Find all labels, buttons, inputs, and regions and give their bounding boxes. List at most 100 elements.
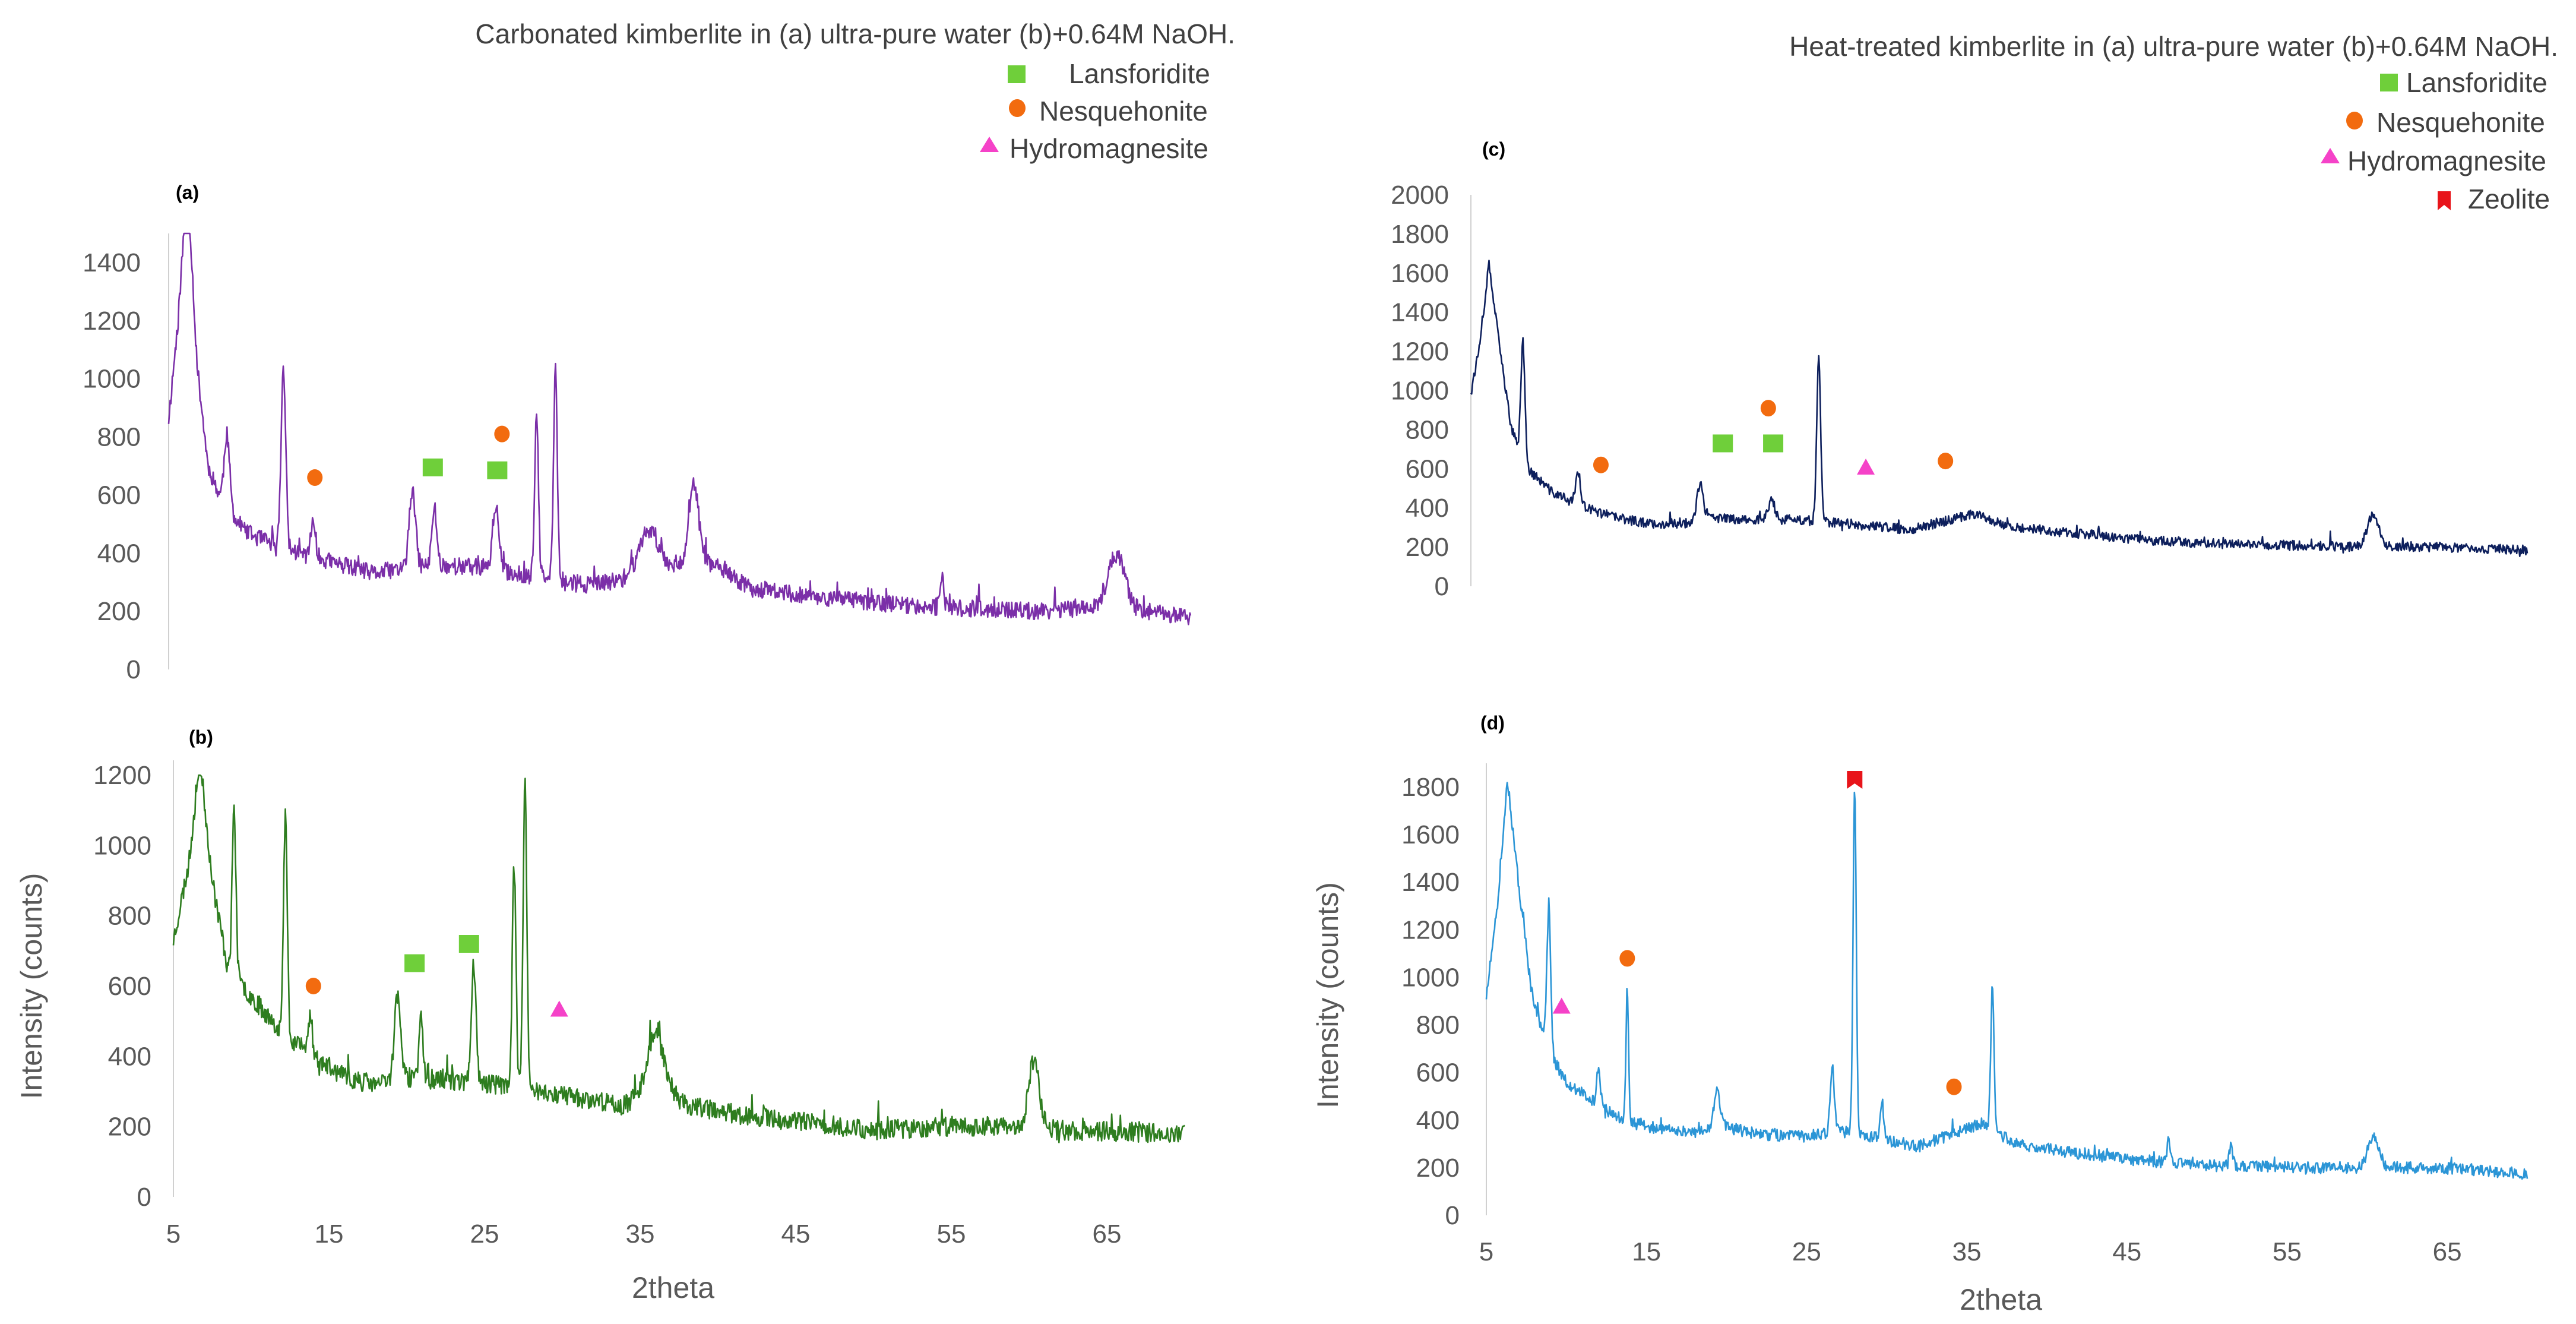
xrd-plot-b: 0 200 400 600 800 1000 1200 5 15 25 35 45 55 65 2theta… [15,760,1185,1304]
xrd-pattern-line [172,774,1185,1143]
y-tick-label: 200 [97,597,141,626]
panel-label-a: (a) [176,182,199,203]
y-tick-label: 600 [1416,1058,1460,1088]
y-tick-label: 1400 [1391,298,1449,327]
legend-item-hydromagnesite: Hydromagnesite [2321,146,2546,176]
x-tick-label: 5 [1479,1237,1493,1266]
xrd-pattern-line [1470,260,2528,557]
legend-label: Lansforidite [2406,67,2547,98]
legend-label: Lansforidite [1069,58,1210,89]
legend-title: Carbonated kimberlite in (a) ultra-pure … [475,18,1235,49]
y-tick-label: 1000 [1391,377,1449,406]
y-tick-label: 0 [137,1183,151,1212]
y-tick-label: 1200 [93,761,151,790]
y-tick-label: 1200 [1401,915,1460,944]
y-tick-label: 1000 [1401,963,1460,992]
y-tick-label: 1000 [83,365,141,394]
x-tick-label: 55 [2273,1237,2302,1266]
legend-label: Nesquehonite [1039,96,1208,127]
x-tick-label: 55 [937,1219,966,1249]
legend-label: Hydromagnesite [1009,133,1208,164]
hydromagnesite-marker [1857,459,1875,475]
legend-triangle-icon [2321,148,2340,163]
y-tick-label: 0 [1445,1201,1460,1230]
y-tick-label: 400 [108,1042,151,1071]
y-tick-label: 1200 [1391,337,1449,366]
x-tick-label: 25 [470,1219,499,1249]
lansforidite-marker [404,954,425,972]
y-tick-label: 600 [97,481,141,510]
y-tick-label: 1400 [83,248,141,277]
y-tick-label: 800 [97,423,141,452]
legend-bookmark-icon [2438,191,2451,210]
nesquehonite-marker [1619,950,1635,967]
xrd-plot-c: 0 200 400 600 800 1000 1200 1400 1600 1800 2000 [1391,181,2528,601]
y-tick-label: 1200 [83,306,141,336]
x-tick-label: 15 [1632,1237,1661,1266]
y-tick-label: 1800 [1391,220,1449,249]
legend-item-zeolite: Zeolite [2438,184,2550,214]
legend-item-lansforidite: Lansforidite [1008,58,1210,89]
zeolite-marker [1847,771,1863,789]
lansforidite-marker [458,935,479,953]
x-tick-label: 5 [166,1219,181,1249]
x-tick-label: 15 [315,1219,344,1249]
x-tick-label: 25 [1792,1237,1821,1266]
legend-carbonated: Carbonated kimberlite in (a) ultra-pure … [475,18,1235,164]
legend-label: Nesquehonite [2376,107,2545,138]
y-tick-label: 0 [126,655,141,684]
legend-label: Zeolite [2468,184,2550,214]
nesquehonite-marker [1760,400,1776,417]
y-tick-label: 200 [1416,1154,1460,1183]
y-tick-label: 400 [1406,494,1449,523]
x-tick-label: 35 [1952,1237,1982,1266]
xrd-plot-d: 0 200 400 600 800 1000 1200 1400 1600 1800 5 15 25 35… [1311,763,2528,1316]
x-axis-title: 2theta [1960,1283,2042,1316]
legend-item-hydromagnesite: Hydromagnesite [980,133,1208,164]
lansforidite-marker [1763,434,1784,453]
y-tick-label: 400 [97,539,141,568]
nesquehonite-marker [1946,1078,1962,1095]
x-tick-label: 45 [781,1219,811,1249]
legend-item-nesquehonite: Nesquehonite [1009,96,1208,127]
y-axis-title: Intensity (counts) [15,873,48,1099]
y-tick-label: 600 [108,972,151,1001]
xrd-pattern-line [1485,782,2528,1180]
lansforidite-marker [1713,434,1733,453]
lansforidite-marker [422,458,443,476]
y-tick-label: 1000 [93,831,151,860]
y-tick-label: 1800 [1401,773,1460,802]
y-tick-label: 1600 [1401,820,1460,849]
y-tick-label: 2000 [1391,181,1449,210]
legend-title: Heat-treated kimberlite in (a) ultra-pur… [1789,31,2558,62]
hydromagnesite-marker [550,1000,568,1017]
x-tick-label: 65 [2433,1237,2462,1266]
x-tick-label: 65 [1093,1219,1122,1249]
legend-heat-treated: Heat-treated kimberlite in (a) ultra-pur… [1789,31,2558,214]
legend-item-nesquehonite: Nesquehonite [2346,107,2545,138]
legend-item-lansforidite: Lansforidite [2380,67,2547,98]
x-axis-title: 2theta [632,1271,714,1304]
nesquehonite-marker [307,469,323,486]
legend-circle-icon [2346,112,2363,129]
y-tick-label: 1400 [1401,868,1460,897]
y-tick-label: 400 [1416,1106,1460,1135]
nesquehonite-marker [305,978,321,994]
y-axis-title: Intensity (counts) [1311,882,1344,1108]
nesquehonite-marker [1938,453,1954,470]
xrd-plot-a: 0 200 400 600 800 1000 1200 1400 [83,232,1192,684]
y-tick-label: 800 [1416,1011,1460,1040]
y-tick-label: 800 [108,902,151,931]
y-tick-label: 0 [1435,572,1449,601]
legend-triangle-icon [980,137,999,152]
x-tick-label: 45 [2112,1237,2141,1266]
panel-label-d: (d) [1480,712,1505,734]
nesquehonite-marker [1593,456,1609,473]
x-tick-label: 35 [626,1219,655,1249]
legend-label: Hydromagnesite [2347,146,2546,176]
y-tick-label: 200 [1406,533,1449,562]
legend-square-icon [1008,65,1026,83]
y-tick-label: 600 [1406,454,1449,484]
y-tick-label: 800 [1406,415,1449,444]
